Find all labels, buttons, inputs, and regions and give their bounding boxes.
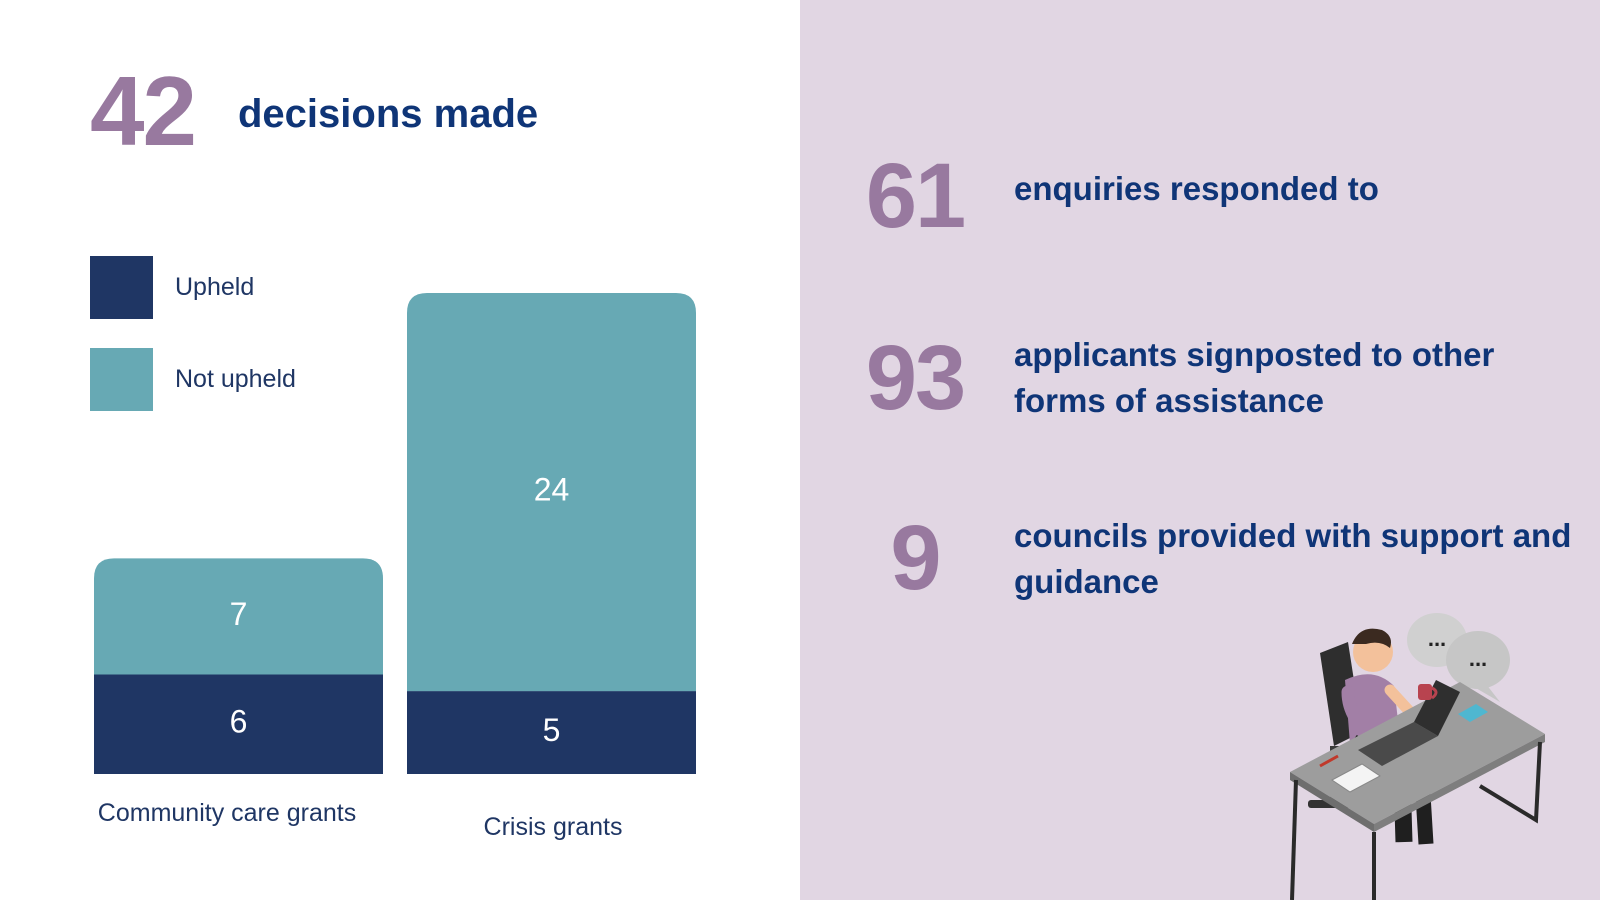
legend-item-not-upheld: Not upheld (90, 348, 296, 411)
category-label-crisis-grants: Crisis grants (483, 813, 623, 841)
notepad-icon (1331, 763, 1381, 793)
laptop-keyboard-icon (1358, 722, 1438, 766)
bar-community-care-grants-upheld (94, 674, 383, 774)
legend-label-not-upheld: Not upheld (175, 365, 296, 393)
bar-value-community-care-grants-not-upheld: 7 (230, 596, 248, 632)
phone-icon (1458, 704, 1488, 722)
person-at-desk-with-laptop-icon: ... ... (1290, 613, 1545, 900)
stat-number-signposted: 93 (865, 327, 966, 429)
speech-bubble-2-text: ... (1469, 646, 1487, 671)
legend-swatch-upheld (90, 256, 153, 319)
stat-number-enquiries: 61 (865, 145, 966, 247)
stat-text-signposted: applicants signposted to other forms of … (1014, 336, 1495, 419)
bar-community-care-grants-not-upheld (94, 558, 383, 675)
laptop-screen-icon (1414, 680, 1460, 736)
speech-bubble-tail-icon (1474, 684, 1500, 702)
legend-label-upheld: Upheld (175, 273, 255, 301)
stat-text-councils: councils provided with support and guida… (1014, 517, 1572, 600)
bar-value-community-care-grants-upheld: 6 (230, 704, 248, 740)
total-decisions-label: decisions made (238, 92, 539, 136)
legend-swatch-not-upheld (90, 348, 153, 411)
speech-bubble-1-text: ... (1428, 626, 1446, 651)
mug-icon (1418, 684, 1432, 700)
stat-text-enquiries: enquiries responded to (1014, 170, 1379, 207)
speech-bubble-2-icon (1446, 631, 1510, 689)
bar-value-crisis-grants-not-upheld: 24 (534, 471, 570, 507)
bar-value-crisis-grants-upheld: 5 (543, 712, 561, 748)
stacked-bar-chart: 6 7 5 24 (94, 293, 696, 774)
legend-item-upheld: Upheld (90, 256, 254, 319)
bar-crisis-grants-upheld (407, 691, 696, 774)
bar-crisis-grants-not-upheld (407, 293, 696, 692)
total-decisions-number: 42 (90, 56, 197, 166)
stat-number-councils: 9 (890, 507, 941, 609)
category-label-community-care-grants: Community care grants (97, 799, 357, 827)
